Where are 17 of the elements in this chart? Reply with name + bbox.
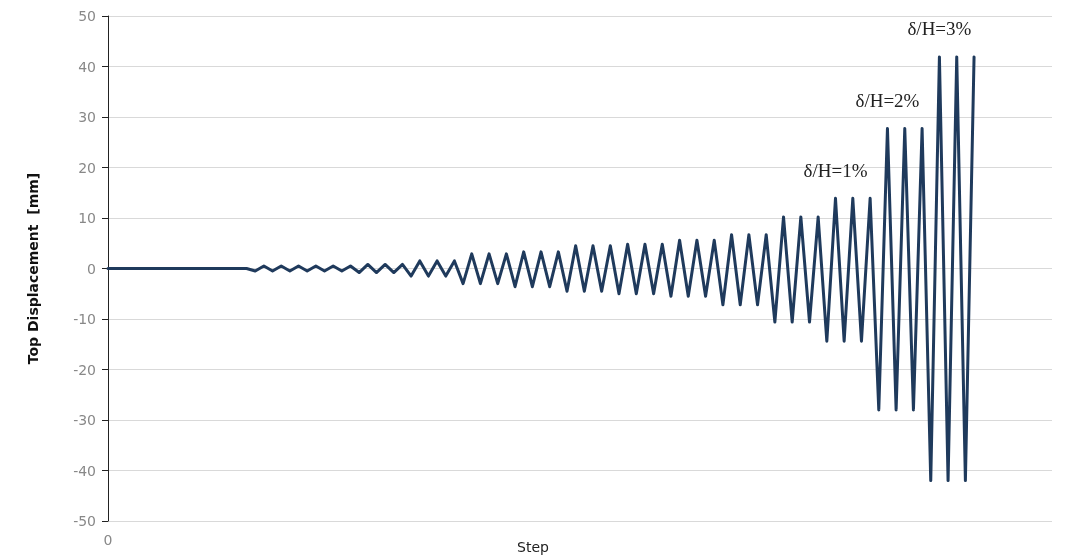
y-tick-label: -40 — [73, 462, 96, 479]
annotation: δ/H=1% — [803, 159, 868, 181]
y-tick-label: -10 — [73, 311, 96, 327]
y-axis-title: Top Displacement [mm] — [25, 172, 41, 365]
line-series — [106, 55, 976, 483]
x-axis-title: Step — [517, 539, 550, 555]
y-tick-label: 10 — [78, 210, 96, 226]
y-tick-label: -30 — [73, 412, 96, 428]
y-tick-label: 30 — [78, 109, 96, 125]
y-tick-label: 50 — [78, 8, 96, 24]
y-tick-label: 0 — [87, 260, 96, 277]
annotation: δ/H=2% — [855, 90, 920, 112]
y-tick-label: -50 — [73, 513, 96, 529]
annotation: δ/H=3% — [907, 18, 972, 40]
y-tick-label: 20 — [78, 159, 96, 176]
y-tick-label: -20 — [73, 361, 96, 378]
y-tick-label: 40 — [78, 58, 96, 75]
